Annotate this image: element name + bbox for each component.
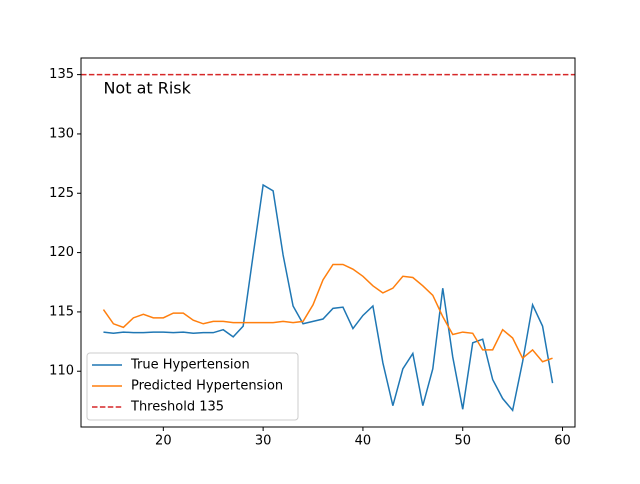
annotation: Not at Risk: [103, 79, 191, 98]
y-tick-label: 125: [49, 186, 74, 201]
x-tick-label: 60: [554, 434, 571, 449]
legend-label: Threshold 135: [130, 400, 224, 415]
y-tick-label: 130: [49, 126, 74, 141]
legend-box: [86, 352, 299, 421]
legend-label: True Hypertension: [130, 358, 250, 373]
axes-frame: [80, 57, 576, 428]
legend-label: Predicted Hypertension: [131, 379, 283, 394]
x-tick-label: 50: [454, 434, 471, 449]
y-tick-label: 120: [49, 245, 74, 260]
x-tick-label: 20: [155, 434, 172, 449]
series-line: [102, 263, 553, 363]
y-tick-label: 110: [49, 364, 74, 379]
y-tick-label: 135: [49, 67, 74, 82]
x-tick-label: 40: [355, 434, 372, 449]
y-tick-label: 115: [49, 304, 74, 319]
x-tick-label: 30: [255, 434, 272, 449]
